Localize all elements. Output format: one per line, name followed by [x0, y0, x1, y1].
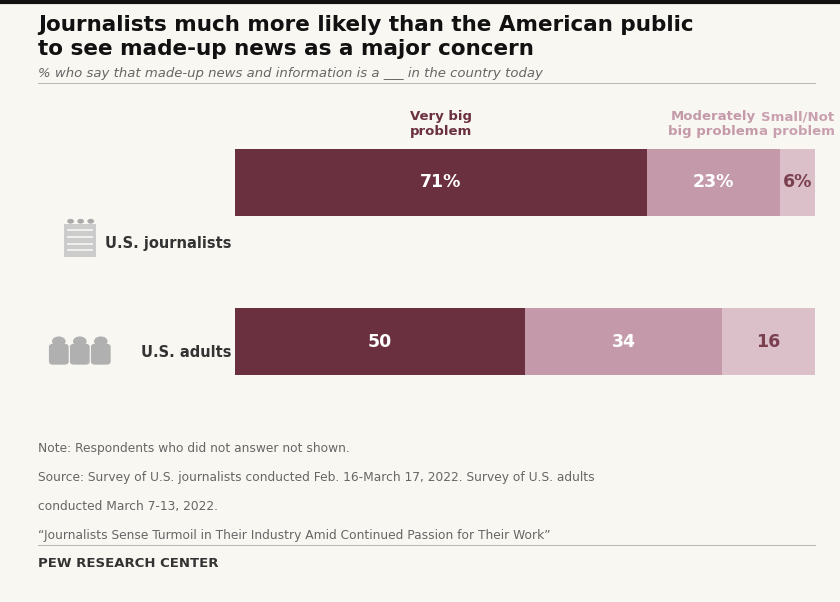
Text: 71%: 71% [420, 173, 462, 191]
Text: to see made-up news as a major concern: to see made-up news as a major concern [38, 39, 533, 59]
Bar [780, 149, 815, 216]
Bar [235, 149, 647, 216]
Text: Moderately
big problem: Moderately big problem [668, 110, 759, 138]
Bar [722, 308, 815, 375]
Text: U.S. adults: U.S. adults [140, 345, 231, 359]
Text: 6%: 6% [783, 173, 812, 191]
Text: 50: 50 [368, 333, 392, 350]
Text: conducted March 7-13, 2022.: conducted March 7-13, 2022. [38, 500, 218, 514]
Text: Small/Not
a problem: Small/Not a problem [759, 110, 835, 138]
Text: 23%: 23% [693, 173, 734, 191]
Text: Source: Survey of U.S. journalists conducted Feb. 16-March 17, 2022. Survey of U: Source: Survey of U.S. journalists condu… [38, 471, 595, 485]
Bar [235, 308, 525, 375]
Text: Journalists much more likely than the American public: Journalists much more likely than the Am… [38, 15, 694, 35]
Text: % who say that made-up news and information is a ___ in the country today: % who say that made-up news and informat… [38, 67, 543, 81]
Text: Note: Respondents who did not answer not shown.: Note: Respondents who did not answer not… [38, 442, 349, 456]
Bar [647, 149, 780, 216]
Text: Very big
problem: Very big problem [410, 110, 472, 138]
Text: U.S. journalists: U.S. journalists [104, 237, 231, 251]
Text: “Journalists Sense Turmoil in Their Industry Amid Continued Passion for Their Wo: “Journalists Sense Turmoil in Their Indu… [38, 529, 550, 542]
Bar [525, 308, 722, 375]
Text: 16: 16 [756, 333, 780, 350]
Text: 34: 34 [612, 333, 636, 350]
Text: PEW RESEARCH CENTER: PEW RESEARCH CENTER [38, 557, 218, 570]
